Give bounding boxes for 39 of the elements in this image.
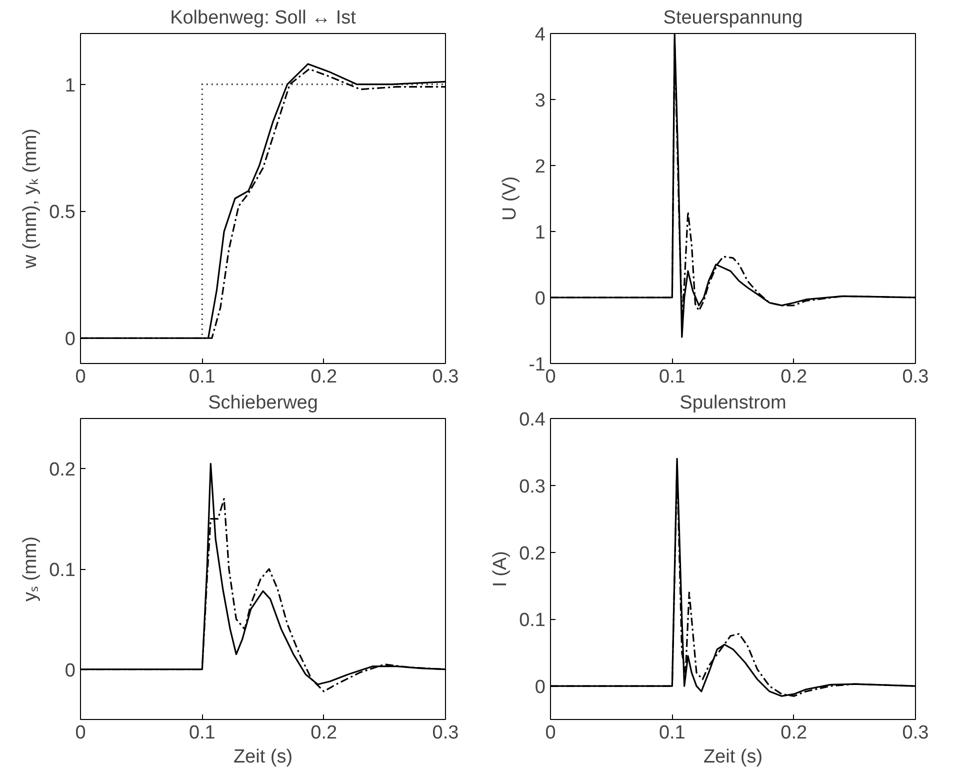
y-tick-label: 0.2 xyxy=(519,543,546,564)
x-tick-label: 0.3 xyxy=(902,366,929,388)
y-axis-title: yₛ (mm) xyxy=(20,536,42,602)
y-tick-label: 0.1 xyxy=(519,610,546,632)
y-tick-label: 0.1 xyxy=(49,560,76,581)
y-tick-label: 0.2 xyxy=(49,460,76,481)
y-tick-label: 0 xyxy=(64,660,76,682)
y-tick-label: -1 xyxy=(528,354,546,376)
y-axis-title: U (V) xyxy=(500,176,521,221)
y-tick-label: 0.5 xyxy=(49,202,76,224)
y-axis-title: I (A) xyxy=(490,551,512,587)
x-tick-label: 0.1 xyxy=(658,722,686,744)
y-tick-label: 1 xyxy=(64,75,76,96)
x-tick-label: 0.3 xyxy=(432,722,459,744)
x-tick-label: 0.3 xyxy=(432,366,459,388)
x-axis-title: Zeit (s) xyxy=(703,746,763,768)
x-tick-label: 0.1 xyxy=(188,366,216,388)
chart-title: Steuerspannung xyxy=(663,8,803,28)
y-tick-label: 0 xyxy=(534,288,546,310)
y-tick-label: 0 xyxy=(534,677,546,698)
x-tick-label: 0.1 xyxy=(188,722,216,744)
chart-title: Kolbenweg: Soll ↔ Ist xyxy=(170,8,357,28)
y-axis-title: w (mm), yₖ (mm) xyxy=(20,128,42,270)
y-tick-label: 0 xyxy=(64,329,76,350)
y-tick-label: 2 xyxy=(534,156,546,178)
chart-title: Spulenstrom xyxy=(680,392,786,414)
x-tick-label: 0.1 xyxy=(658,366,686,388)
x-tick-label: 0.2 xyxy=(780,366,808,388)
y-tick-label: 0.3 xyxy=(519,476,546,498)
y-tick-label: 3 xyxy=(534,90,546,112)
y-tick-label: 0.4 xyxy=(519,410,546,430)
chart-title: Schieberweg xyxy=(208,392,318,414)
y-tick-label: 4 xyxy=(534,24,546,46)
x-tick-label: 0.2 xyxy=(310,722,338,744)
x-tick-label: 0.2 xyxy=(310,366,338,388)
y-tick-label: 1 xyxy=(534,222,546,244)
x-axis-title: Zeit (s) xyxy=(233,746,293,768)
x-tick-label: 0.2 xyxy=(780,722,808,744)
x-tick-label: 0.3 xyxy=(902,722,929,744)
